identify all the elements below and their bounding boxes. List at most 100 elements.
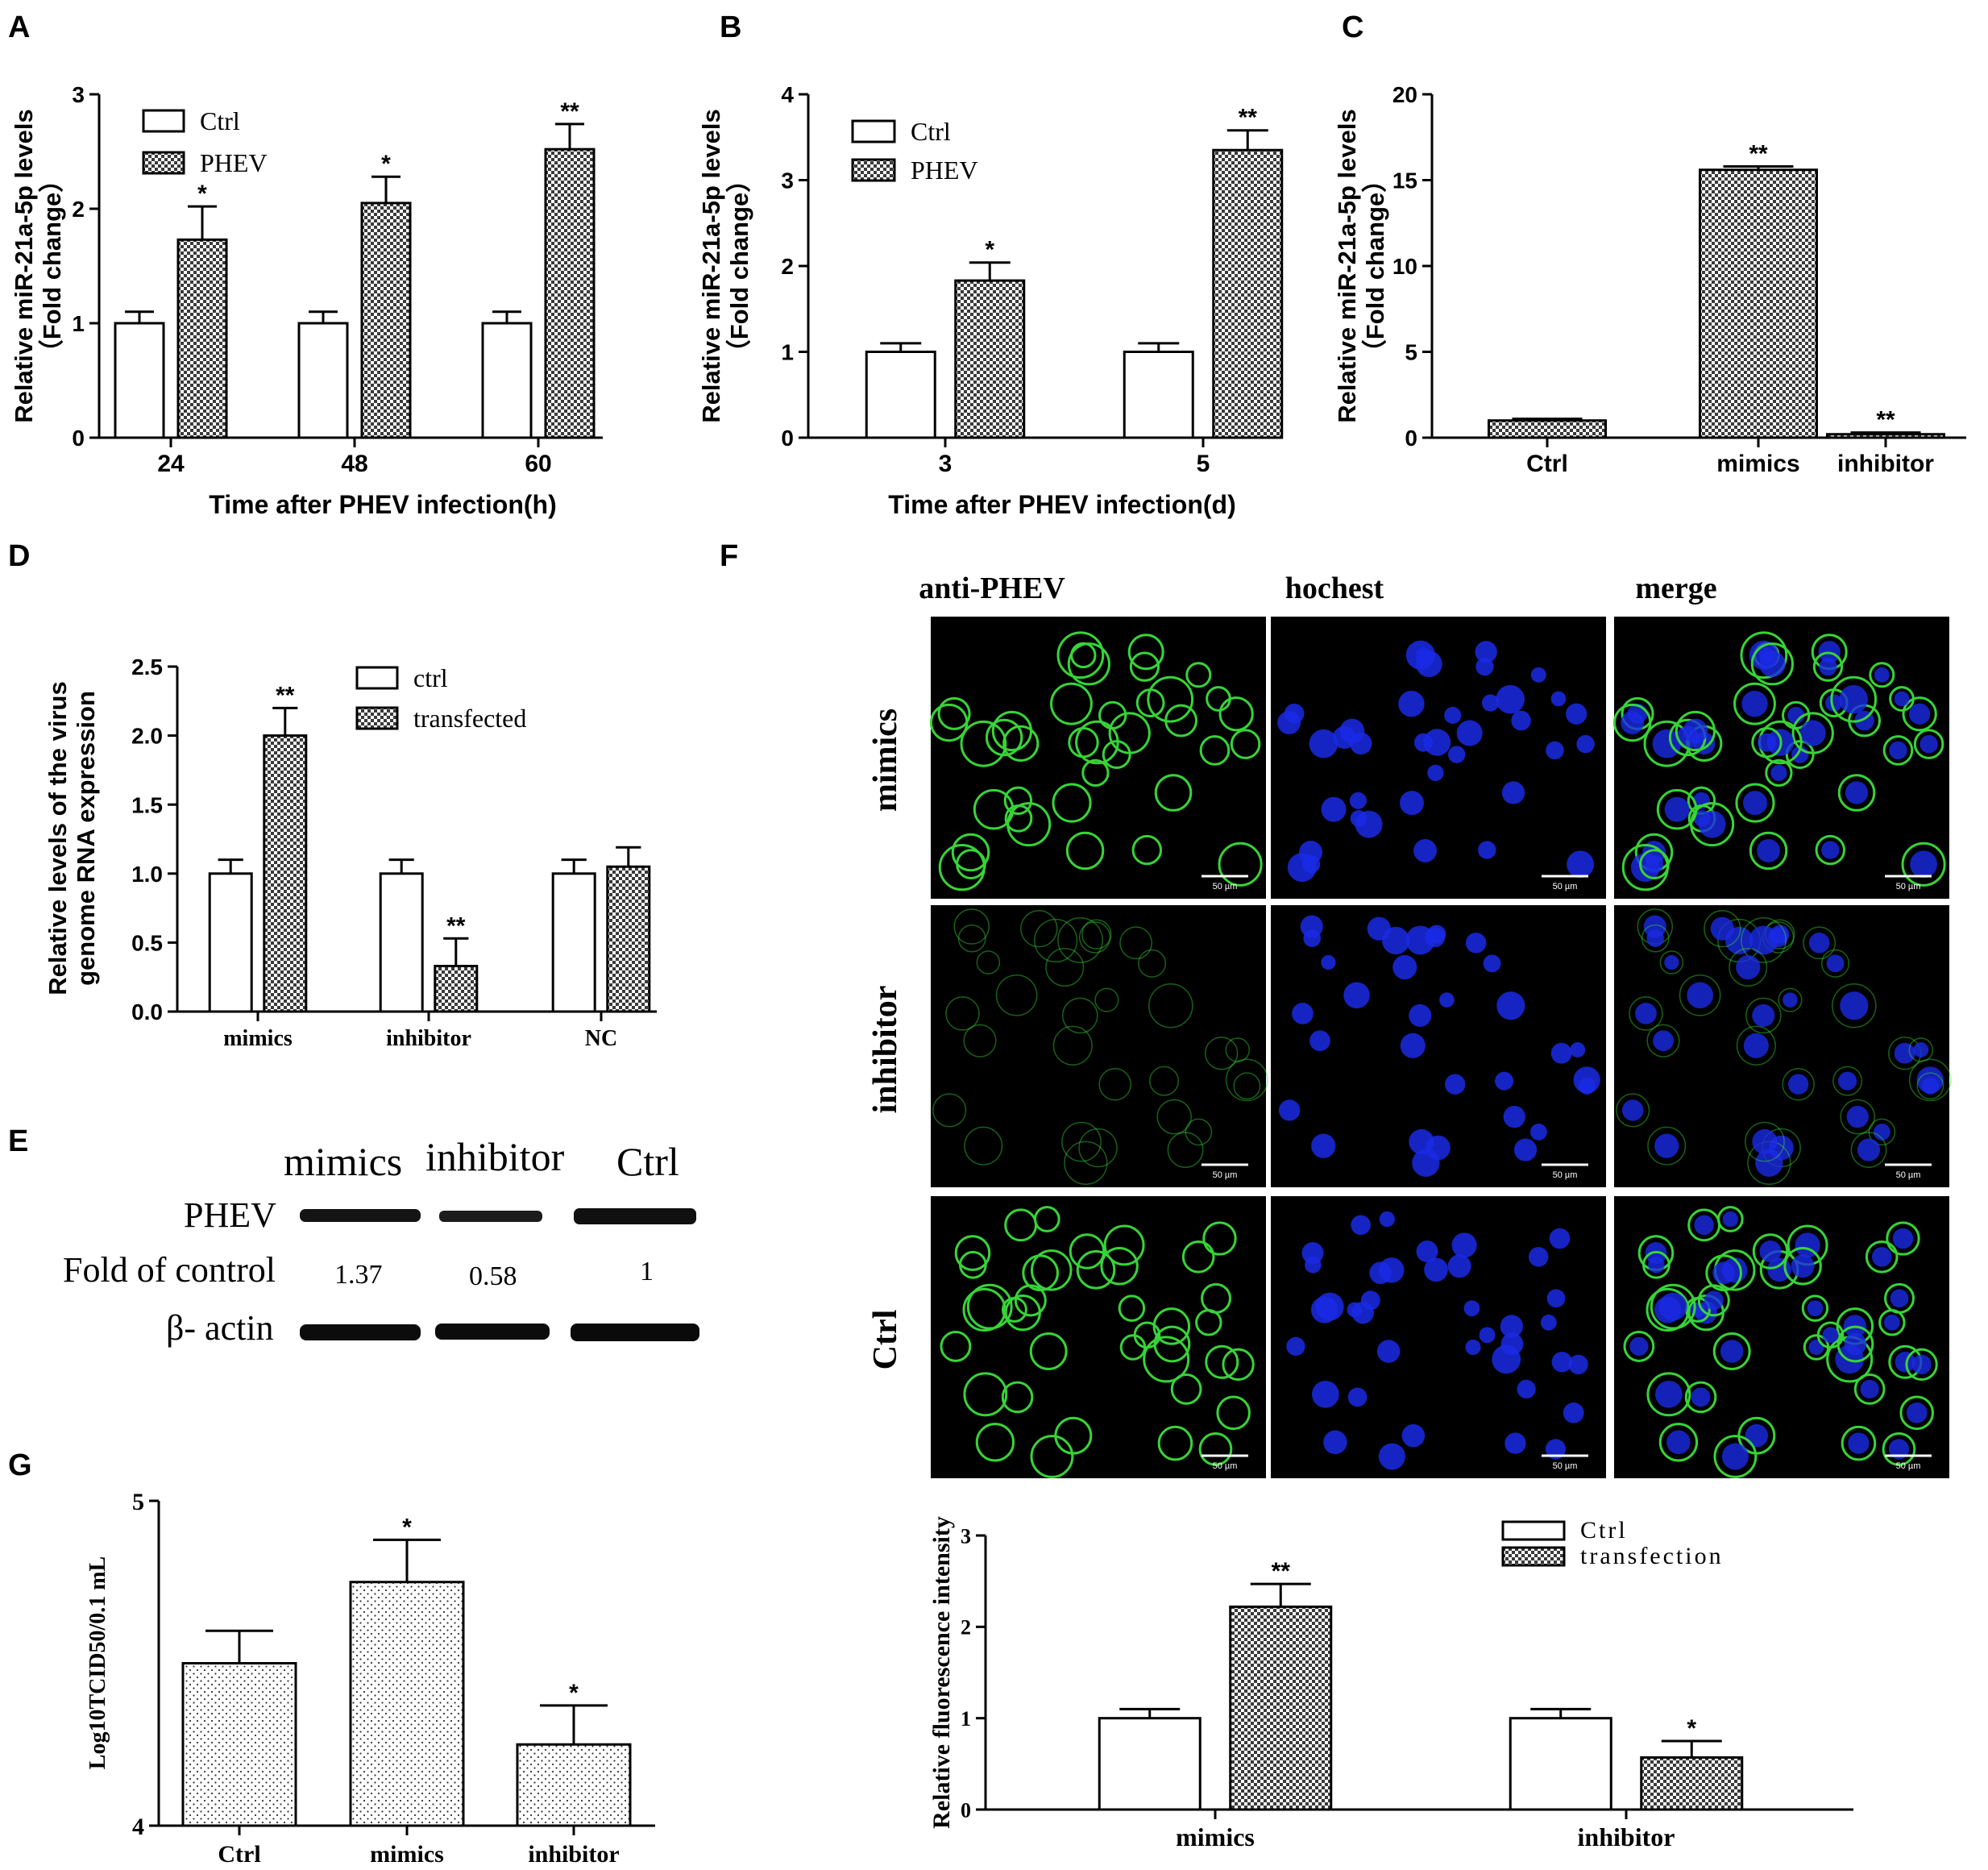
blot-fold-value-ctrl: 1 — [640, 1257, 654, 1286]
y-tick-label: 1.0 — [131, 862, 163, 887]
scale-bar-label: 50 µm — [1553, 882, 1578, 891]
micrograph: 50 µm — [1271, 905, 1606, 1187]
x-tick-label: inhibitor — [386, 1026, 471, 1051]
blot-band-phev-ctrl — [574, 1208, 696, 1224]
scale-bar-label: 50 µm — [1896, 1170, 1921, 1180]
blot-band-phev-mimics — [300, 1209, 421, 1222]
bar — [1212, 148, 1284, 439]
significance-mark: ** — [1749, 140, 1768, 167]
y-tick-label: 2.0 — [131, 724, 163, 749]
significance-mark: * — [569, 1680, 579, 1706]
x-tick-label: Ctrl — [1526, 451, 1568, 477]
bar — [1488, 419, 1607, 439]
micro-row-mimics: mimics — [867, 709, 904, 812]
y-tick-label: 3 — [72, 82, 85, 107]
bar — [954, 279, 1026, 439]
bar — [114, 322, 165, 439]
legend-label: Ctrl — [200, 106, 240, 135]
y-tick-label: 15 — [1392, 168, 1417, 193]
scale-bar-label: 50 µm — [1553, 1461, 1578, 1471]
bar — [1229, 1605, 1333, 1811]
scale-bar-label: 50 µm — [1213, 1461, 1238, 1471]
scale-bar-label: 50 µm — [1896, 1461, 1921, 1471]
x-axis-label: Time after PHEV infection(h) — [209, 490, 556, 519]
y-tick-label: 1 — [961, 1707, 971, 1731]
blot-row-actin-label: β- actin — [166, 1308, 274, 1348]
bar — [297, 322, 349, 439]
y-tick-label: 10 — [1392, 254, 1417, 279]
panel-label-g: G — [8, 1448, 32, 1482]
bar — [544, 148, 596, 439]
x-tick-label: mimics — [1176, 1822, 1255, 1851]
x-tick-label: 5 — [1197, 451, 1210, 477]
legend-swatch — [851, 119, 896, 143]
x-tick-label: mimics — [223, 1026, 293, 1051]
panel-label-f: F — [720, 539, 738, 573]
x-tick-label: 24 — [157, 451, 185, 477]
blot-fold-value-mimics: 1.37 — [334, 1260, 383, 1290]
y-tick-label: 2 — [72, 197, 85, 222]
significance-mark: * — [381, 151, 391, 177]
y-axis-label-line2: （Fold change） — [725, 168, 753, 365]
micro-row-inhibitor: inhibitor — [867, 986, 904, 1114]
legend-label: PHEV — [200, 148, 268, 177]
y-tick-label: 5 — [132, 1489, 144, 1515]
bar — [1640, 1756, 1744, 1811]
x-tick-label: NC — [585, 1026, 617, 1051]
y-tick-label: 0 — [781, 426, 794, 451]
x-tick-label: 60 — [525, 451, 551, 477]
significance-mark: * — [402, 1514, 412, 1540]
legend-swatch — [1501, 1520, 1566, 1541]
y-tick-label: 0 — [1405, 426, 1417, 451]
y-tick-label: 0.5 — [131, 930, 163, 955]
chart-c: 0 5 10 15 20 Relative miR-21a-5p levels （Fold … — [1333, 82, 1966, 477]
y-tick-label: 3 — [781, 168, 794, 193]
y-axis-label: Log10TCID50/0.1 mL — [85, 1556, 110, 1769]
micrograph: 50 µm — [1612, 617, 1949, 899]
bar — [176, 238, 228, 439]
micrograph: 50 µm — [931, 905, 1268, 1187]
panel-label-d: D — [8, 539, 30, 573]
legend-label: transfection — [1580, 1543, 1724, 1569]
x-tick-label: mimics — [1716, 451, 1799, 477]
x-tick-label: 3 — [939, 451, 952, 477]
significance-mark: ** — [1272, 1558, 1291, 1585]
y-tick-label: 1.5 — [131, 792, 163, 817]
bar — [551, 872, 596, 1013]
x-axis-label: Time after PHEV infection(d) — [888, 490, 1235, 519]
legend-swatch — [142, 151, 185, 175]
blot-band-actin-ctrl — [571, 1324, 699, 1341]
panel-label-e: E — [8, 1124, 28, 1158]
micro-column-hochest: hochest — [1285, 571, 1384, 605]
y-tick-label: 3 — [961, 1524, 971, 1548]
legend-swatch — [142, 109, 185, 133]
y-axis-label-line2: （Fold change） — [1361, 168, 1389, 365]
micro-column-anti-phev: anti-PHEV — [919, 571, 1065, 605]
y-axis-label-line2: genome RNA expression — [72, 691, 100, 986]
micrograph: 50 µm — [1614, 1196, 1949, 1478]
significance-mark: ** — [1876, 407, 1895, 434]
bar — [379, 872, 424, 1013]
x-tick-label: Ctrl — [218, 1841, 260, 1868]
legend-swatch — [355, 706, 399, 730]
y-tick-label: 5 — [1405, 340, 1417, 365]
legend-label: Ctrl — [911, 117, 951, 146]
bar — [865, 351, 936, 439]
legend-swatch — [851, 158, 896, 182]
scale-bar-label: 50 µm — [1553, 1170, 1578, 1180]
y-tick-label: 0 — [961, 1798, 971, 1822]
x-tick-label: inhibitor — [1578, 1822, 1675, 1851]
bar — [606, 865, 651, 1013]
bar — [1509, 1717, 1612, 1811]
bar — [516, 1743, 632, 1827]
micrograph: 50 µm — [1614, 905, 1952, 1187]
western-blot-panel: mimics inhibitor Ctrl PHEV Fold of contr… — [63, 1134, 699, 1348]
y-tick-label: 2 — [781, 254, 794, 279]
y-axis-label-line2: （Fold change） — [38, 168, 66, 365]
bar — [434, 965, 479, 1013]
blot-fold-value-inhibitor: 0.58 — [469, 1261, 517, 1291]
bar — [1826, 433, 1945, 439]
y-tick-label: 1 — [72, 311, 85, 336]
y-axis-label: Relative miR-21a-5p levels — [697, 109, 725, 422]
